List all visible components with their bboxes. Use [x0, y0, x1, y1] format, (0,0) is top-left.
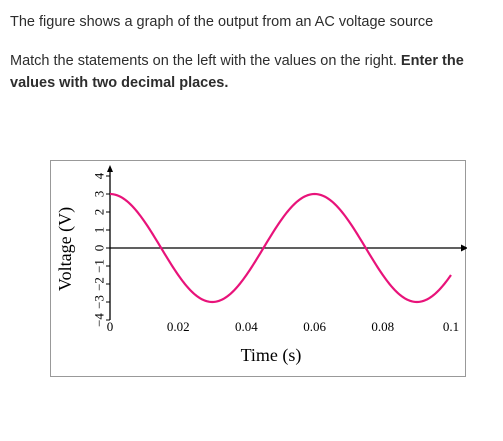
instruction-emphasis: Enter the values with two decimal places…: [10, 53, 464, 91]
voltage-time-figure: 4 3 2 1 0 −1 −2 −3 −4 0 0.02 0.04 0.06 0.08 0.1 Volta…: [50, 160, 467, 377]
instruction-text: Match the statements on the left with th…: [10, 53, 401, 69]
x-tick-label: 0.02: [167, 319, 190, 334]
x-tick-label: 0.08: [371, 319, 394, 334]
y-tick-label: 4: [92, 172, 107, 179]
voltage-time-chart: 4 3 2 1 0 −1 −2 −3 −4 0 0.02 0.04 0.06 0.08 0.1 Volta…: [55, 165, 467, 366]
question-instructions: Match the statements on the left with th…: [10, 50, 496, 94]
x-axis-arrow: [461, 244, 467, 252]
y-axis-arrow: [107, 165, 113, 172]
x-tick-label: 0.06: [303, 319, 326, 334]
y-tick-label: 3: [92, 191, 107, 198]
y-tick-label: −3: [92, 295, 107, 309]
y-tick-label: −1: [92, 259, 107, 273]
y-tick-label: −2: [92, 277, 107, 291]
question-intro: The figure shows a graph of the output f…: [10, 14, 434, 30]
y-axis-title: Voltage (V): [55, 207, 76, 291]
x-tick-label: 0.04: [235, 319, 258, 334]
y-tick-label: −4: [92, 313, 107, 327]
voltage-curve: [109, 192, 452, 304]
y-axis-ticks: [106, 175, 110, 321]
x-axis-title: Time (s): [241, 345, 302, 366]
x-tick-label: 0: [107, 319, 114, 334]
y-tick-label: 0: [92, 245, 107, 252]
x-tick-label: 0.1: [443, 319, 459, 334]
y-axis-tick-labels: 4 3 2 1 0 −1 −2 −3 −4: [92, 172, 107, 327]
y-tick-label: 1: [92, 227, 107, 234]
y-tick-label: 2: [92, 209, 107, 216]
x-axis-tick-labels: 0 0.02 0.04 0.06 0.08 0.1: [107, 319, 459, 334]
